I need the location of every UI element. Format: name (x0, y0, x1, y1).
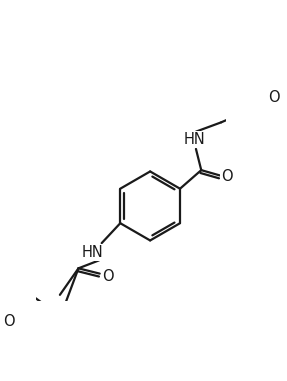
Text: HN: HN (184, 132, 205, 147)
Text: HN: HN (82, 245, 103, 260)
Text: O: O (268, 90, 280, 105)
Text: O: O (3, 314, 15, 329)
Text: O: O (102, 269, 113, 285)
Text: O: O (221, 169, 233, 184)
